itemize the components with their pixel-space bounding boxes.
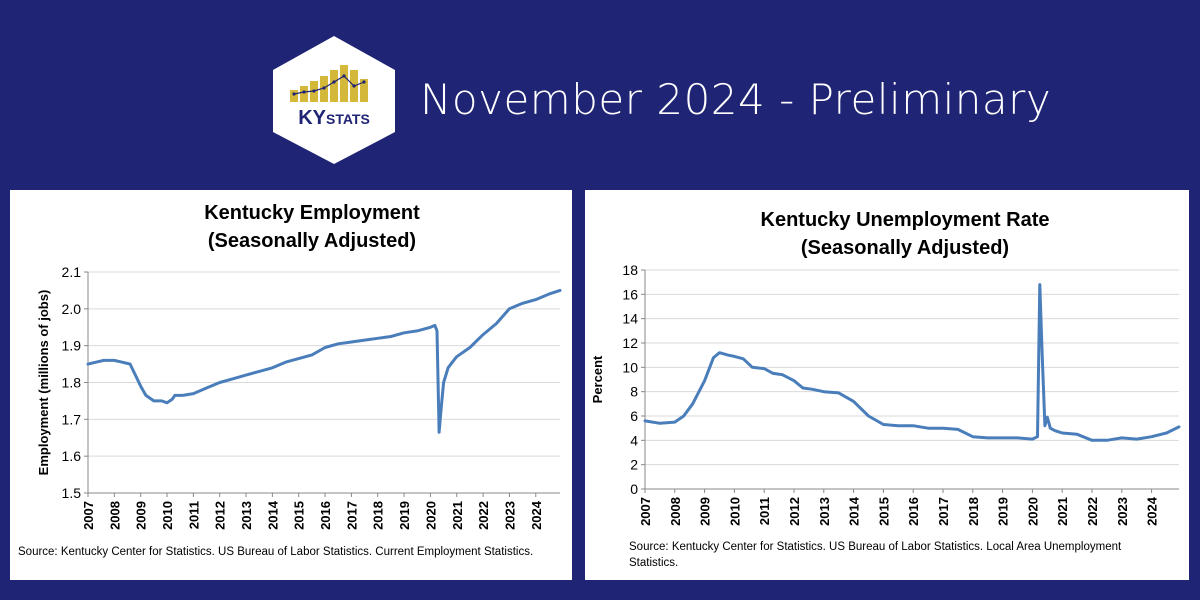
x-tick-label: 2019 [397, 501, 412, 530]
x-tick-label: 2015 [292, 501, 307, 530]
x-tick-label: 2016 [906, 497, 921, 526]
x-tick-label: 2008 [107, 501, 122, 530]
x-tick-label: 2018 [966, 497, 981, 526]
logo-trend-line [293, 75, 365, 95]
unemployment-chart-panel: Kentucky Unemployment Rate (Seasonally Ad… [585, 190, 1189, 580]
y-tick-label: 1.6 [62, 448, 82, 464]
x-tick-label: 2017 [344, 501, 359, 530]
y-tick-label: 16 [622, 286, 638, 302]
y-tick-label: 8 [630, 384, 638, 400]
x-tick-label: 2010 [727, 497, 742, 526]
y-tick-label: 0 [630, 481, 638, 497]
x-tick-label: 2020 [423, 501, 438, 530]
logo-text-stats: STATS [326, 111, 370, 127]
x-tick-label: 2009 [698, 497, 713, 526]
y-tick-label: 6 [630, 408, 638, 424]
y-tick-label: 1.8 [62, 375, 82, 391]
x-tick-label: 2009 [134, 501, 149, 530]
y-axis-label: Employment (millions of jobs) [36, 290, 51, 476]
x-tick-label: 2024 [529, 500, 544, 530]
x-tick-label: 2022 [1085, 497, 1100, 526]
y-tick-label: 1.7 [62, 411, 82, 427]
chart-subtitle: (Seasonally Adjusted) [801, 237, 1009, 259]
x-tick-label: 2015 [876, 497, 891, 526]
chart-title: Kentucky Unemployment Rate [761, 209, 1050, 231]
svg-text:KYSTATS: KYSTATS [298, 107, 370, 129]
y-tick-label: 2 [630, 457, 638, 473]
chart-title: Kentucky Employment [204, 202, 420, 224]
x-tick-label: 2012 [213, 501, 228, 530]
x-tick-label: 2021 [1055, 497, 1070, 526]
x-tick-label: 2022 [476, 501, 491, 530]
kystats-logo: KYSTATS [273, 36, 395, 164]
x-tick-label: 2011 [757, 497, 772, 525]
x-tick-label: 2012 [787, 497, 802, 526]
employment-chart-panel: Kentucky Employment (Seasonally Adjusted)… [10, 190, 572, 580]
chart-subtitle: (Seasonally Adjusted) [208, 230, 416, 252]
x-tick-label: 2024 [1145, 496, 1160, 526]
x-tick-label: 2017 [936, 497, 951, 526]
y-tick-label: 12 [622, 335, 638, 351]
y-tick-label: 18 [622, 262, 638, 278]
x-tick-label: 2023 [1115, 497, 1130, 526]
logo-text-ky: KY [298, 107, 326, 129]
x-tick-label: 2019 [996, 497, 1011, 526]
x-tick-label: 2020 [1025, 497, 1040, 526]
x-tick-label: 2021 [450, 501, 465, 530]
series-line [86, 288, 562, 434]
x-tick-label: 2016 [318, 501, 333, 530]
x-tick-label: 2008 [668, 497, 683, 526]
x-tick-label: 2023 [502, 501, 517, 530]
y-tick-label: 10 [622, 359, 638, 375]
x-tick-label: 2007 [81, 501, 96, 530]
y-tick-label: 1.9 [62, 338, 82, 354]
employment-source-note: Source: Kentucky Center for Statistics. … [18, 546, 534, 558]
y-tick-label: 1.5 [62, 485, 82, 501]
x-tick-label: 2013 [239, 501, 254, 530]
employment-chart: Kentucky Employment (Seasonally Adjusted)… [36, 202, 562, 530]
unemployment-source-note: Source: Kentucky Center for Statistics. … [629, 541, 1122, 569]
series-line [643, 283, 1181, 442]
x-tick-label: 2013 [817, 497, 832, 526]
x-tick-label: 2007 [638, 497, 653, 526]
x-tick-label: 2018 [371, 501, 386, 530]
unemployment-chart: Kentucky Unemployment Rate (Seasonally Ad… [590, 209, 1181, 526]
x-tick-label: 2011 [186, 501, 201, 529]
y-tick-label: 4 [630, 432, 638, 448]
y-tick-label: 2.1 [62, 264, 82, 280]
y-tick-label: 2.0 [62, 301, 82, 317]
x-tick-label: 2014 [847, 496, 862, 526]
y-tick-label: 14 [622, 311, 638, 327]
x-tick-label: 2014 [265, 500, 280, 530]
x-tick-label: 2010 [160, 501, 175, 530]
y-axis-label: Percent [590, 355, 605, 403]
page-headline: November 2024 - Preliminary [420, 75, 1052, 124]
